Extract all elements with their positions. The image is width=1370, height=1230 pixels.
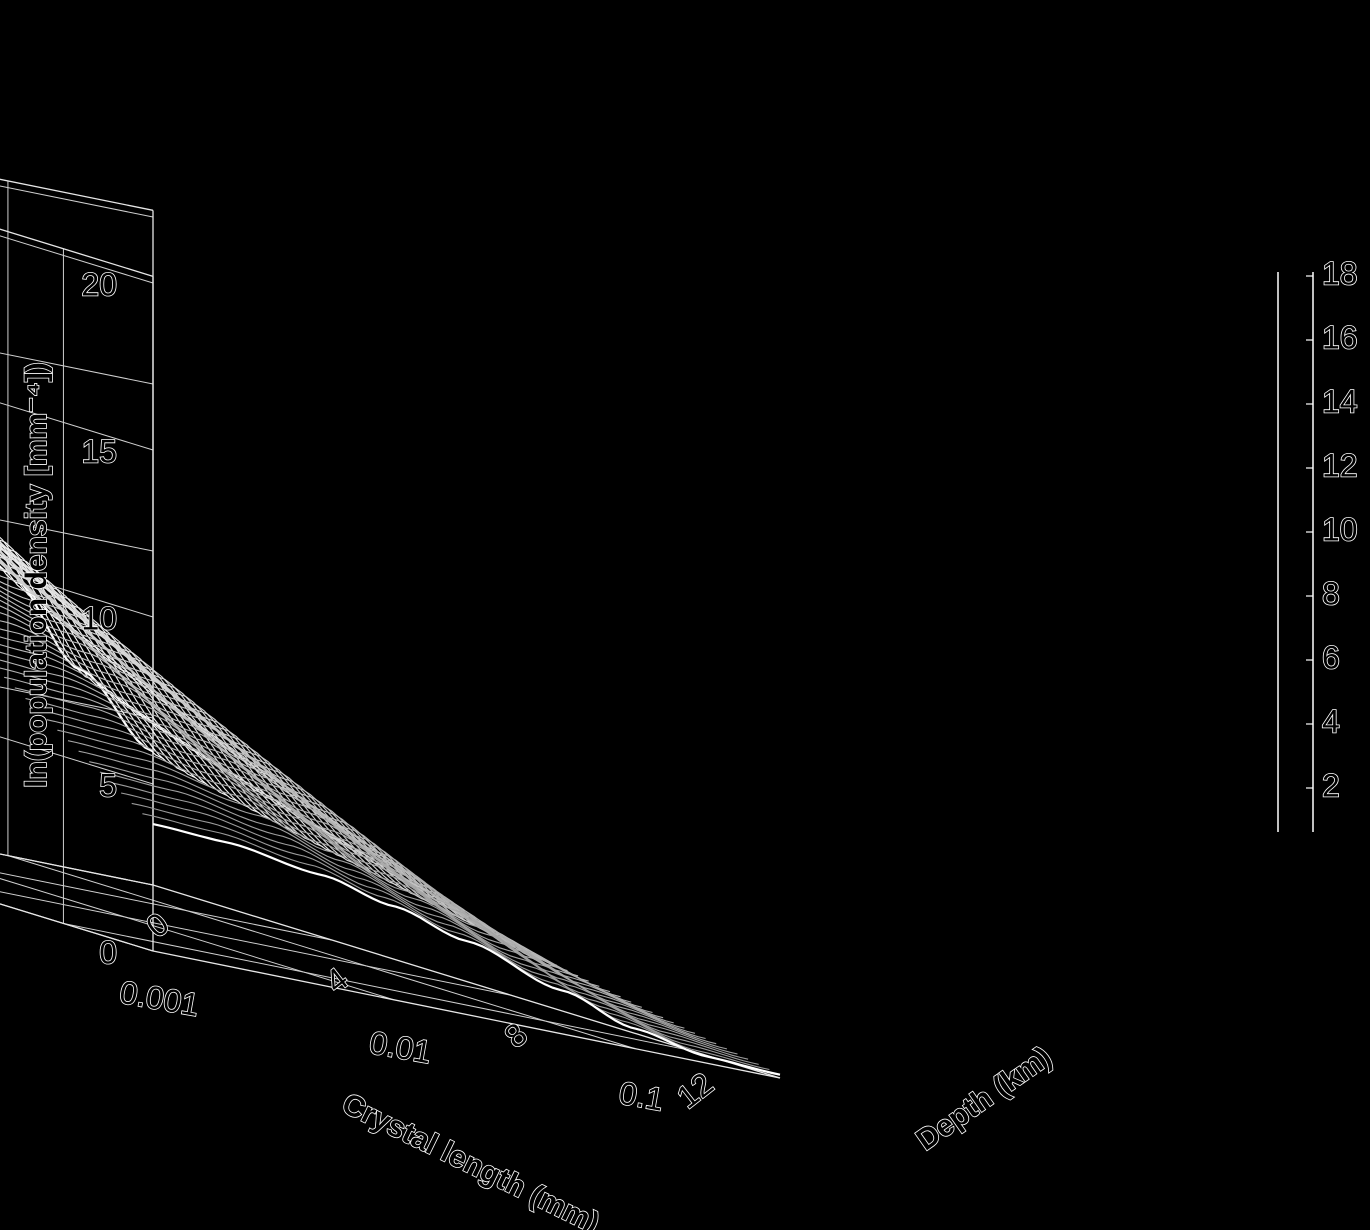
grid-line-floor-x <box>7 855 636 1050</box>
surface-curve <box>0 539 218 791</box>
surface-curve <box>0 546 239 802</box>
surface-curve <box>0 540 196 779</box>
grid-line-floor-x <box>0 878 395 1001</box>
y-axis-title: Depth (km) <box>910 1040 1057 1157</box>
surface-curve <box>0 561 398 886</box>
floor-front-edge <box>152 950 781 1079</box>
surface-curve <box>0 558 430 902</box>
surface-curve <box>0 585 494 935</box>
surface-curve <box>0 651 600 987</box>
grid-line-back-wall <box>0 352 154 385</box>
z-tick-label: 10 <box>81 600 117 636</box>
x-tick-label: 0.001 <box>117 974 202 1023</box>
surface-curve <box>0 546 249 808</box>
surface-curve <box>0 557 175 766</box>
surface-curve <box>131 802 759 1065</box>
colorbar-tick-label: 12 <box>1322 447 1358 483</box>
grid-line-left-wall <box>0 736 154 785</box>
surface-curve <box>0 550 356 864</box>
x-axis-title: Crystal length (mm) <box>337 1087 605 1230</box>
floor-left-edge <box>0 903 154 952</box>
grid-line-floor-depth <box>63 922 691 1051</box>
grid-line-left-wall <box>0 402 154 451</box>
surface-curve <box>0 561 451 913</box>
top-left-edge <box>0 228 154 277</box>
depth-tick-label: 8 <box>498 1016 534 1055</box>
colorbar-tick-label: 8 <box>1322 575 1340 611</box>
colorbar-tick-label: 16 <box>1322 319 1358 355</box>
grid-line-left-wall <box>0 235 154 284</box>
surface-curve <box>0 544 228 797</box>
surface-curve <box>0 580 483 929</box>
surface-curve <box>0 554 334 853</box>
axes-frame <box>0 178 781 1079</box>
colorbar-tick-label: 2 <box>1322 767 1340 803</box>
surface-curve <box>110 782 738 1055</box>
surface-curve <box>25 697 653 1014</box>
grid-line-floor-depth <box>0 891 512 996</box>
top-right-edge <box>0 178 154 211</box>
surface-curve <box>142 813 770 1071</box>
surface-curve <box>0 565 154 753</box>
surface-curve <box>0 599 526 951</box>
depth-tick-label: 0 <box>139 905 175 944</box>
surface-curves <box>0 536 781 1076</box>
grid-line-back-wall <box>0 185 154 218</box>
surface-curve <box>0 543 303 837</box>
x-tick-label: 0.1 <box>616 1075 666 1118</box>
colorbar-tick-label: 6 <box>1322 639 1340 675</box>
surface-curve <box>0 553 345 859</box>
z-axis-title: ln(population density [mm⁻⁴]) <box>20 362 53 788</box>
grid-line-back-wall <box>0 519 154 552</box>
floor-back-edge <box>0 853 154 886</box>
surface-curve <box>0 575 472 924</box>
x-tick-label: 0.01 <box>367 1024 435 1070</box>
surface-curve <box>0 565 164 760</box>
z-tick-label: 20 <box>81 266 117 302</box>
surface-curve <box>0 548 313 842</box>
colorbar: 2 4 6 8 10 12 14 16 18 <box>1277 255 1358 832</box>
grid-line-floor-depth <box>0 872 333 941</box>
axis-ticks: 0 5 10 15 20 0.001 0.01 0.1 0 4 8 12 <box>81 266 721 1119</box>
colorbar-tick-label: 10 <box>1322 511 1358 547</box>
colorbar-tick-label: 18 <box>1322 255 1358 291</box>
depth-tick-label: 12 <box>670 1065 720 1115</box>
colorbar-tick-label: 4 <box>1322 703 1340 739</box>
z-tick-label: 0 <box>99 934 117 970</box>
surface-curve <box>0 636 579 977</box>
surface-curve <box>120 792 749 1060</box>
surface-curve <box>0 659 611 993</box>
z-tick-label: 15 <box>81 433 117 469</box>
surface-curve <box>0 553 324 848</box>
surface-curve <box>0 560 419 897</box>
back-wall-grid <box>0 180 691 1051</box>
surface-curve <box>0 548 186 773</box>
surface-curve <box>0 620 557 966</box>
surface-curve <box>152 823 781 1076</box>
z-tick-label: 5 <box>99 767 117 803</box>
colorbar-tick-label: 14 <box>1322 383 1358 419</box>
depth-tick-label: 4 <box>318 960 354 999</box>
surface-curve <box>0 536 207 785</box>
